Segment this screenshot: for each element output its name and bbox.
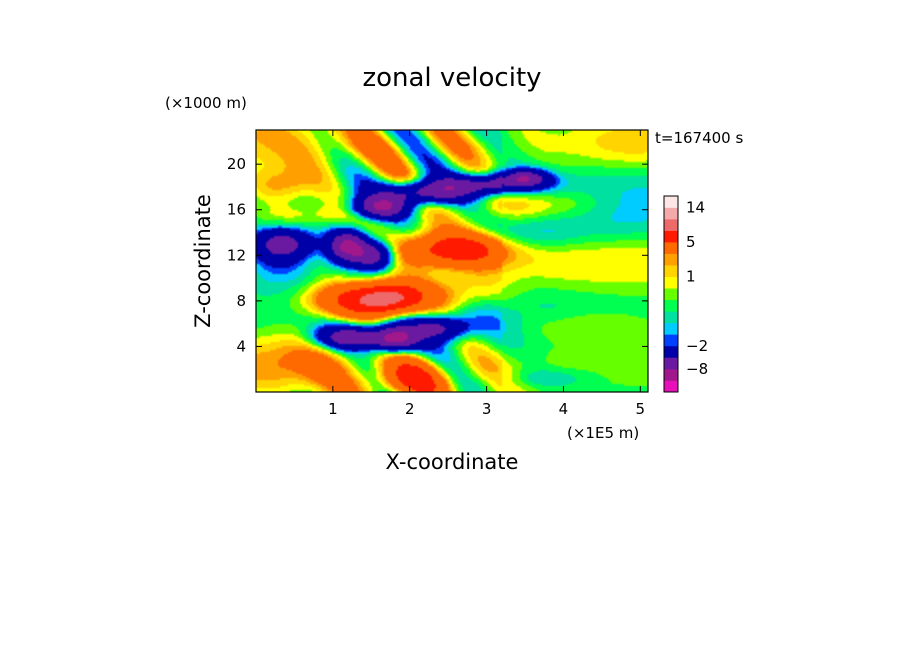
chart-title: zonal velocity [362, 63, 541, 93]
colorbar-swatch [664, 207, 678, 220]
colorbar-swatch [664, 357, 678, 370]
y-axis-ticks: 4 8 12 16 20 [227, 155, 648, 355]
colorbar-tick-label: −2 [686, 337, 708, 355]
colorbar-swatch [664, 299, 678, 312]
y-unit-label: (×1000 m) [165, 94, 247, 112]
velocity-field-heatmap [256, 130, 648, 392]
colorbar-swatch [664, 368, 678, 381]
x-axis-ticks: 1 2 3 4 5 [328, 130, 645, 418]
colorbar-swatch [664, 230, 678, 243]
colorbar-tick-label: 5 [686, 233, 696, 251]
colorbar-swatch [664, 276, 678, 289]
y-tick-label: 4 [236, 337, 246, 355]
x-tick-label: 2 [405, 400, 415, 418]
colorbar-swatch [664, 334, 678, 347]
colorbar-tick-label: 1 [686, 268, 696, 286]
colorbar-frame [663, 195, 679, 393]
colorbar-swatch [664, 253, 678, 266]
colorbar-swatch [664, 265, 678, 278]
time-label: t=167400 s [655, 129, 743, 147]
y-tick-label: 20 [227, 155, 246, 173]
colorbar-tick-label: 14 [686, 199, 705, 217]
plot-frame [255, 129, 649, 393]
x-unit-label: (×1E5 m) [567, 424, 639, 442]
colorbar-swatch [664, 288, 678, 301]
plot-area [256, 130, 648, 392]
x-axis-label: X-coordinate [386, 450, 519, 474]
colorbar-tick-label: −8 [686, 360, 708, 378]
x-tick-label: 5 [636, 400, 646, 418]
colorbar-swatch [664, 345, 678, 358]
y-axis-label: Z-coordinate [191, 194, 215, 328]
colorbar-swatch [664, 196, 678, 208]
colorbar-swatch [664, 242, 678, 254]
colorbar [663, 195, 679, 393]
x-tick-label: 3 [482, 400, 492, 418]
colorbar-swatch [664, 380, 678, 393]
y-tick-label: 12 [227, 246, 246, 264]
y-tick-label: 16 [227, 201, 246, 219]
colorbar-ticks: 14 5 1 −2 −8 [686, 199, 708, 378]
y-tick-label: 8 [236, 292, 246, 310]
x-tick-label: 1 [328, 400, 338, 418]
colorbar-swatch [664, 311, 678, 324]
x-tick-label: 4 [559, 400, 569, 418]
colorbar-swatch [664, 219, 678, 231]
colorbar-swatch [664, 322, 678, 335]
